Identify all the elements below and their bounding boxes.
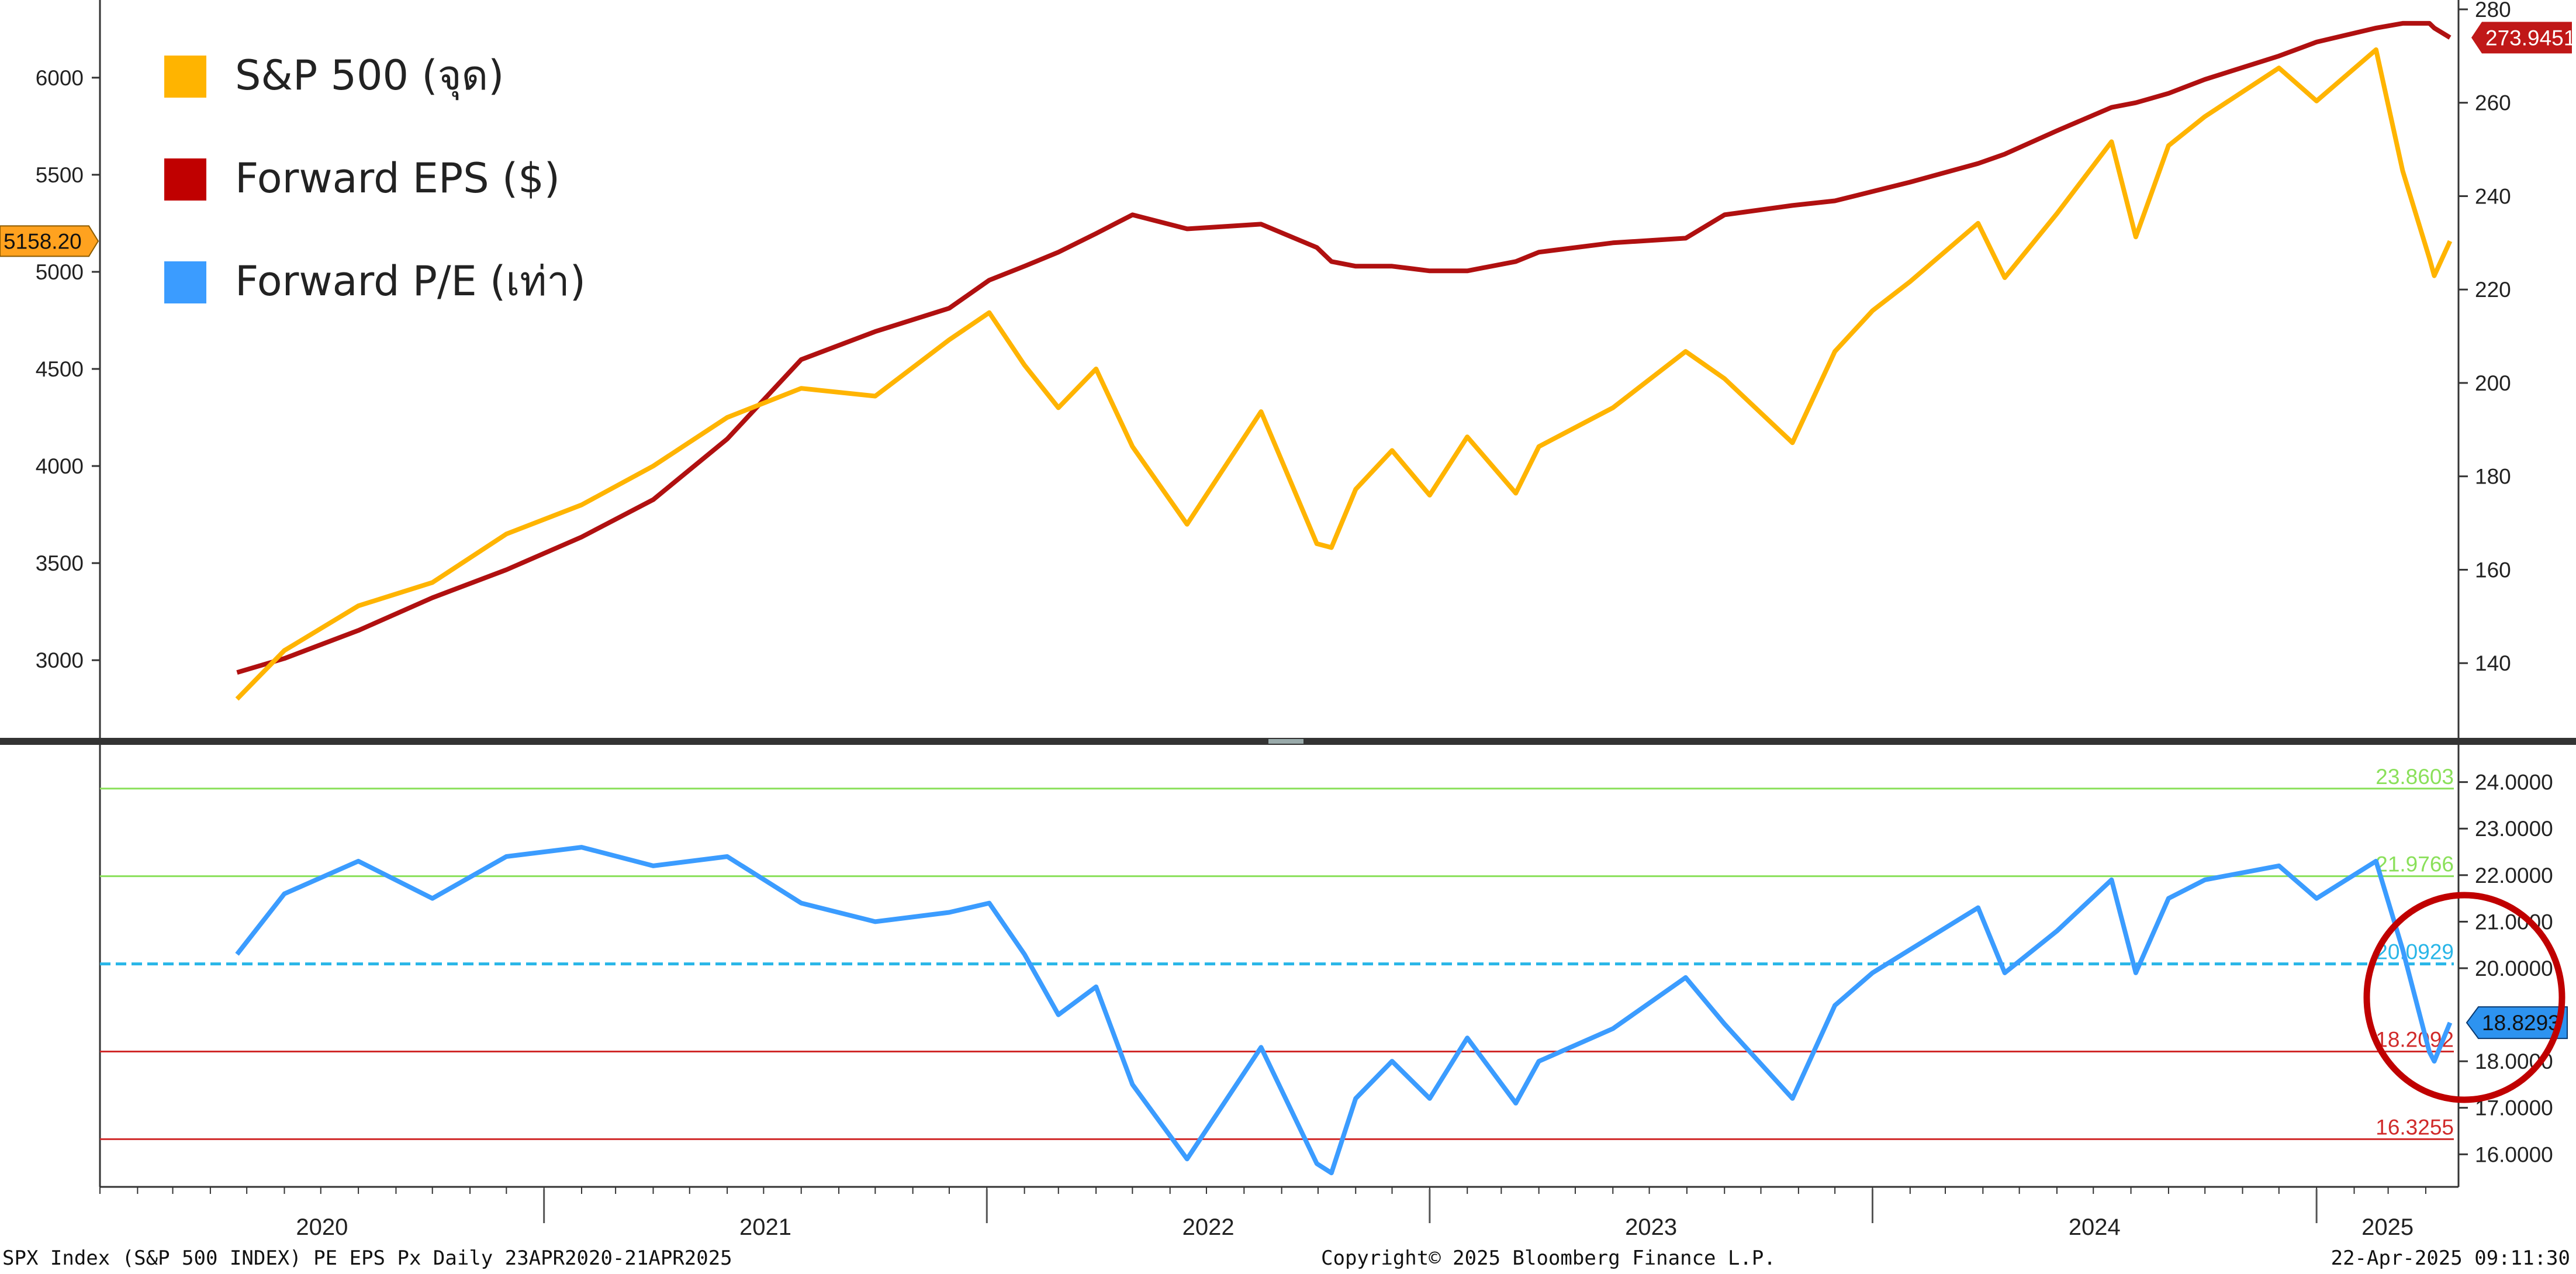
top-right-axis: 280 260 240 220 200 180 160 140: [2459, 0, 2511, 675]
pe-last-value: 18.8293: [2482, 1011, 2560, 1035]
legend: S&P 500 (จุด) Forward EPS ($) Forward P/E …: [164, 51, 586, 305]
legend-label: Forward EPS ($): [235, 154, 560, 202]
right-tick-label: 160: [2475, 558, 2511, 582]
left-tick-label: 4500: [36, 357, 84, 381]
left-tick-label: 3500: [36, 551, 84, 575]
reference-line-label: 21.9766: [2376, 852, 2454, 876]
right-tick-label: 260: [2475, 91, 2511, 115]
legend-swatch: [164, 56, 206, 98]
reference-line-label: 16.3255: [2376, 1115, 2454, 1139]
sp500-line: [235, 47, 2453, 701]
year-label: 2023: [1625, 1214, 1677, 1240]
x-axis: 2020 2021 2022 2023 2024 2025: [99, 1187, 2426, 1240]
legend-swatch: [164, 261, 206, 303]
sp500-last-tag: [0, 225, 99, 257]
bottom-series: [235, 845, 2453, 1176]
reference-line-label: 23.8603: [2376, 765, 2454, 789]
pe-tick-label: 23.0000: [2475, 817, 2553, 841]
year-label: 2025: [2361, 1214, 2414, 1240]
left-tick-label: 5000: [36, 260, 84, 284]
footer-right: 22-Apr-2025 09:11:30: [2331, 1247, 2570, 1270]
footer-left: SPX Index (S&P 500 INDEX) PE EPS Px Dail…: [2, 1247, 732, 1270]
left-tick-label: 4000: [36, 454, 84, 478]
left-tick-label: 3000: [36, 648, 84, 672]
legend-swatch: [164, 158, 206, 201]
plot-frames: [99, 0, 2460, 1188]
right-tick-label: 140: [2475, 651, 2511, 675]
last-value-tags: 5158.20 273.9451 18.8293: [0, 22, 2575, 1040]
left-tick-label: 6000: [36, 66, 84, 90]
pe-tick-label: 24.0000: [2475, 771, 2553, 795]
right-tick-label: 240: [2475, 184, 2511, 208]
year-label: 2022: [1182, 1214, 1235, 1240]
reference-line-label: 20.0929: [2376, 940, 2454, 964]
right-tick-label: 200: [2475, 371, 2511, 395]
year-label: 2020: [296, 1214, 348, 1240]
right-tick-label: 180: [2475, 465, 2511, 489]
forward-eps-line: [236, 20, 2451, 675]
top-left-axis: 6000 5500 5000 4500 4000 3500 3000: [36, 66, 100, 672]
pe-tick-label: 22.0000: [2475, 864, 2553, 888]
year-label: 2024: [2069, 1214, 2121, 1240]
pe-last-tag: [2466, 1006, 2568, 1040]
top-series: [235, 20, 2453, 701]
legend-label: Forward P/E (เท่า): [235, 257, 586, 305]
pe-tick-label: 16.0000: [2475, 1142, 2553, 1166]
pe-tick-label: 20.0000: [2475, 957, 2553, 980]
right-tick-label: 280: [2475, 0, 2511, 22]
year-label: 2021: [739, 1214, 791, 1240]
pe-tick-label: 17.0000: [2475, 1096, 2553, 1120]
panel-divider-grip[interactable]: [1268, 739, 1303, 744]
sp500-last-value: 5158.20: [4, 229, 82, 253]
bottom-right-axis: 24.000023.000022.000021.000020.000018.00…: [2459, 771, 2553, 1166]
eps-last-tag: [2471, 22, 2572, 54]
forward-pe-line: [235, 845, 2453, 1176]
footer-center: Copyright© 2025 Bloomberg Finance L.P.: [1321, 1247, 1776, 1270]
legend-label: S&P 500 (จุด): [235, 51, 504, 101]
highlight-circle: [2363, 892, 2565, 1103]
right-tick-label: 220: [2475, 278, 2511, 302]
left-tick-label: 5500: [36, 163, 84, 187]
eps-last-value: 273.9451: [2485, 26, 2575, 50]
